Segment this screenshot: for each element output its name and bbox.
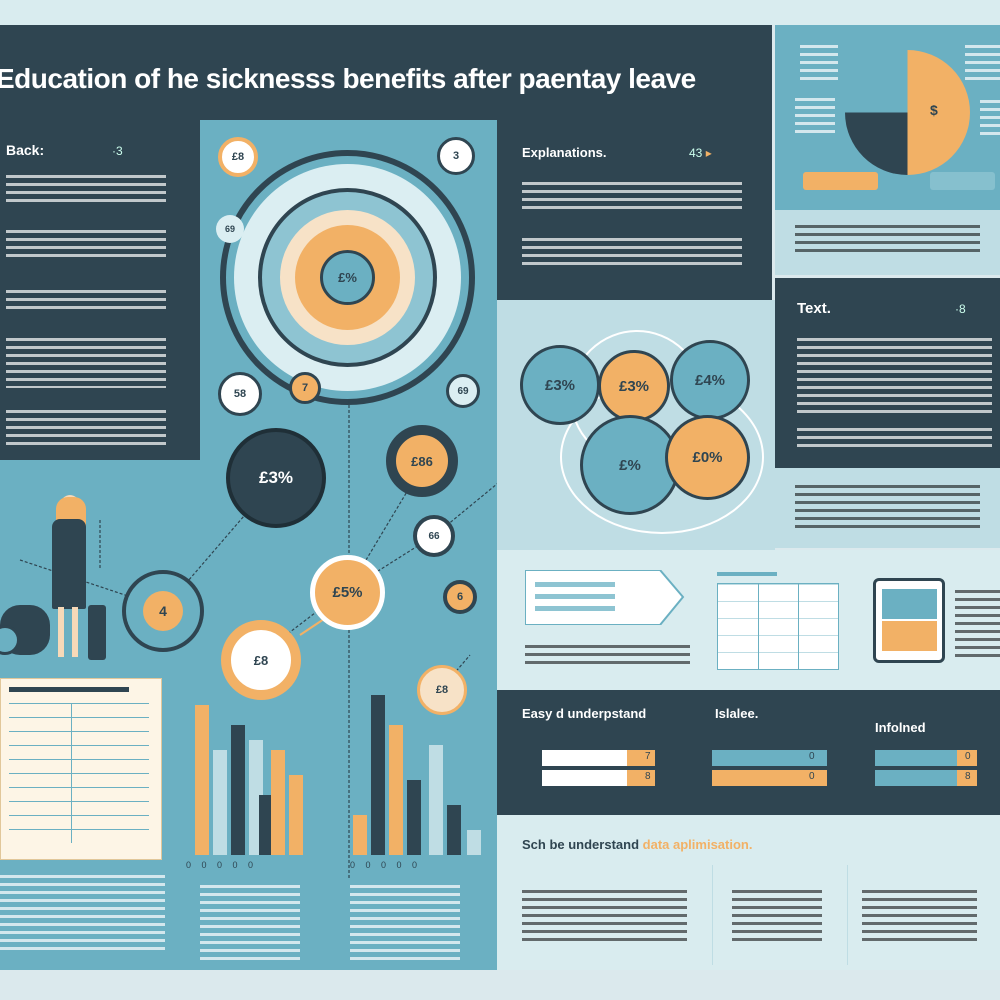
- right-orange-circle: 6: [443, 580, 477, 614]
- text-block: [6, 338, 166, 388]
- venn-circle-e: £0%: [665, 415, 750, 500]
- arrow-list-card: [524, 569, 685, 626]
- summary-heading: Sch be understand data aplimisation.: [522, 837, 753, 852]
- comparison-value: 0: [965, 751, 971, 762]
- comparison-col2-title: Islalee.: [715, 706, 759, 721]
- venn-circle-b: £3%: [598, 350, 670, 422]
- explanations-value: 43 ▸: [689, 146, 712, 160]
- text-block: [522, 890, 687, 945]
- data-table: [717, 583, 839, 670]
- venn-circle-c: £4%: [670, 340, 750, 420]
- pie-button-secondary[interactable]: [930, 172, 995, 190]
- table-title: [717, 572, 777, 576]
- text-panel: Text. ·8: [775, 278, 1000, 468]
- pie-legend-left: [800, 45, 838, 80]
- explanations-panel: Explanations. 43 ▸: [497, 120, 772, 300]
- text-block: [6, 410, 166, 450]
- text-block: [522, 182, 742, 210]
- venn-diagram: £3% £3% £4% £% £0%: [510, 320, 770, 534]
- text-block: [797, 428, 992, 452]
- left-panel-heading: Back:: [6, 142, 45, 158]
- document-card: [0, 678, 162, 860]
- small-top-left-circle: £8: [218, 137, 258, 177]
- text-block: [862, 890, 977, 945]
- small-top-right-circle: 3: [437, 137, 475, 175]
- right-small-circle: 66: [413, 515, 455, 557]
- pie-legend-right: [980, 100, 1000, 135]
- pie-center-label: $: [930, 102, 938, 118]
- tiny-label: 69: [216, 215, 244, 243]
- comparison-panel: Easy d underpstand Islalee. Infolned 7 8…: [497, 690, 1000, 815]
- comparison-col3-title: Infolned: [875, 720, 926, 735]
- left-small-label: 4: [159, 603, 167, 619]
- mid-arrow-circle: 7: [289, 372, 321, 404]
- dark-circle: £3%: [226, 428, 326, 528]
- target-center-label: £%: [320, 250, 375, 305]
- text-block: [200, 885, 300, 960]
- text-block: [732, 890, 822, 945]
- text-block: [522, 238, 742, 268]
- pie-chart: $: [845, 50, 970, 175]
- bottom-strip: [0, 970, 1000, 1000]
- center-orange-circle: £5%: [310, 555, 385, 630]
- pie-button[interactable]: [803, 172, 878, 190]
- venn-circle-a: £3%: [520, 345, 600, 425]
- target-graphic: £%: [220, 150, 475, 405]
- pie-legend-left: [795, 98, 835, 133]
- top-strip: [0, 0, 1000, 25]
- bottom-left-circle: £8: [221, 620, 301, 700]
- text-panel-heading: Text.: [797, 300, 831, 317]
- page-title: Education of he sicknesss benefits after…: [0, 63, 696, 94]
- explanations-heading: Explanations.: [522, 145, 607, 160]
- image-card: [873, 578, 945, 663]
- text-block: [0, 875, 165, 950]
- left-text-panel: Back: ·3: [0, 120, 200, 460]
- text-block: [797, 338, 992, 413]
- left-panel-marker: ·3: [112, 144, 123, 158]
- text-panel-marker: ·8: [955, 302, 966, 316]
- comparison-value: 8: [965, 771, 971, 782]
- mid-left-small-circle: 58: [218, 372, 262, 416]
- bar-axis-right: 0 0 0 0 0: [350, 860, 422, 870]
- comparison-value: 0: [809, 771, 815, 782]
- text-block: [955, 590, 1000, 660]
- text-block: [525, 645, 690, 665]
- text-block: [795, 225, 980, 255]
- header-bar: Education of he sicknesss benefits after…: [0, 25, 772, 120]
- left-small-inner: [143, 591, 183, 631]
- text-block: [795, 485, 980, 533]
- comparison-value: 7: [645, 751, 651, 762]
- summary-panel: Sch be understand data aplimisation.: [497, 815, 1000, 970]
- comparison-value: 0: [809, 751, 815, 762]
- bottom-right-small-circle: £8: [417, 665, 467, 715]
- ring-circle: £86: [386, 425, 458, 497]
- text-block: [350, 885, 460, 960]
- pie-legend-right: [965, 45, 1000, 80]
- text-block: [6, 175, 166, 205]
- text-block: [6, 230, 166, 260]
- mid-right-small-circle: 69: [446, 374, 480, 408]
- comparison-value: 8: [645, 771, 651, 782]
- venn-circle-d: £%: [580, 415, 680, 515]
- text-block: [6, 290, 166, 312]
- bar-axis-left: 0 0 0 0 0: [186, 860, 258, 870]
- comparison-col1-title: Easy d underpstand: [522, 706, 647, 721]
- bar-chart-right: [345, 690, 485, 855]
- bar-chart-left: [185, 700, 310, 855]
- person-illustration: [0, 495, 120, 665]
